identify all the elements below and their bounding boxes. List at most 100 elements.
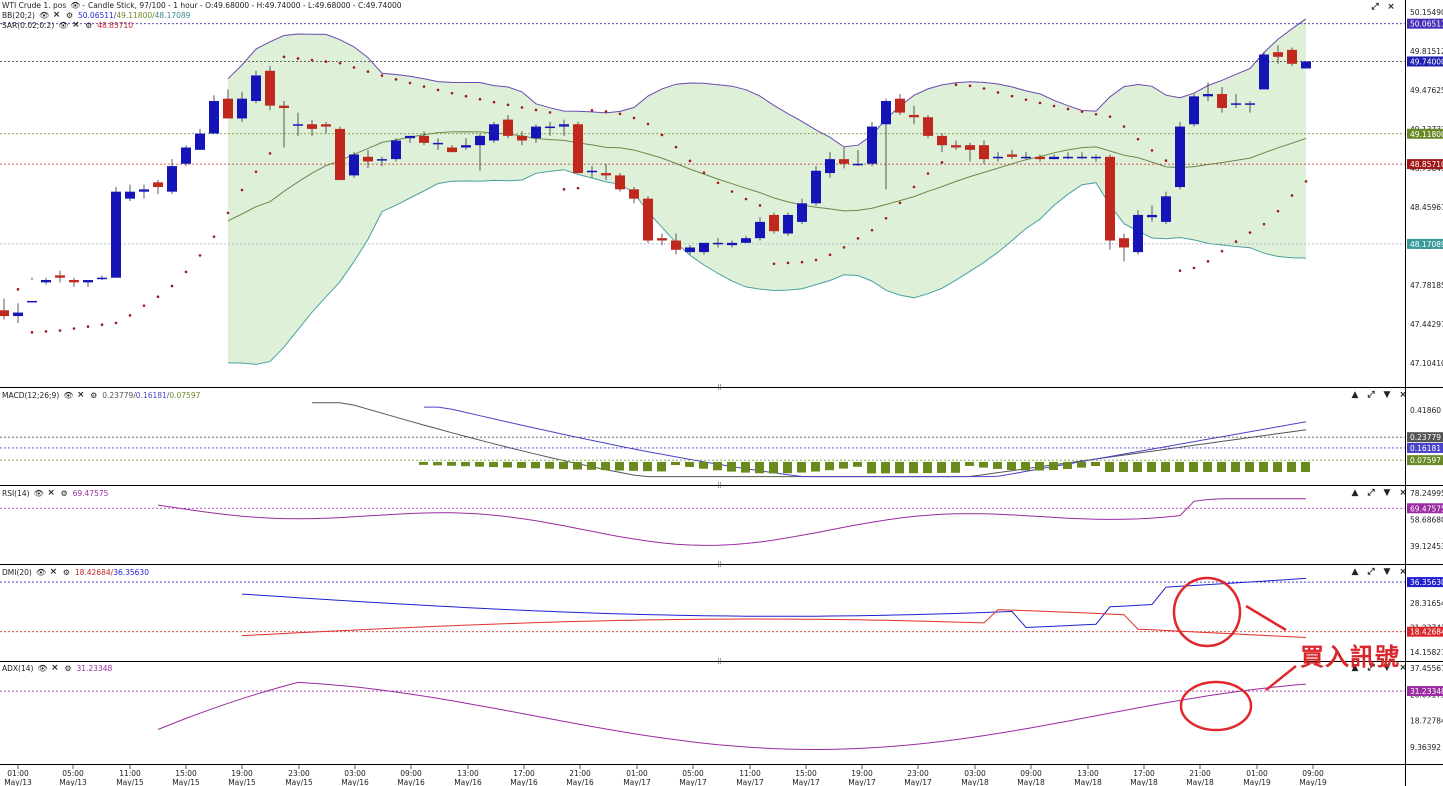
adx-tag-bg (1407, 686, 1443, 697)
sar-dot (534, 108, 538, 112)
eye-icon[interactable]: 👁 (33, 489, 44, 498)
eye-icon[interactable]: 👁 (35, 568, 47, 577)
move-up-icon[interactable]: ▲ (1351, 488, 1359, 498)
close-icon[interactable]: × (51, 663, 59, 673)
sar-dot (114, 321, 118, 325)
gear-icon[interactable]: ⚙ (60, 489, 68, 498)
expand-icon[interactable]: ⤢ (1367, 488, 1375, 498)
price-panel[interactable] (0, 18, 1405, 365)
sar-dot (1248, 231, 1252, 234)
price-axis: 50.1549049.8151249.4762549.1373748.79849… (1407, 8, 1443, 752)
candle-body (1161, 196, 1171, 222)
candle-body (1189, 96, 1199, 125)
macd-tag: 0.07597 (1410, 456, 1441, 465)
candle-body (405, 135, 415, 139)
date-label: May/13 (4, 778, 32, 786)
sar-dot (226, 211, 230, 215)
eye-icon[interactable]: 👁 (37, 664, 48, 673)
macd-histogram-bar (475, 461, 484, 467)
gear-icon[interactable]: ⚙ (64, 664, 72, 673)
panel-splitter-handle[interactable]: ⠿ (717, 384, 722, 392)
sar-dot (450, 91, 454, 95)
sar-label: SAR(0.02;0.2) (2, 21, 55, 30)
macd-histogram-bar (461, 461, 470, 467)
candle-body (251, 75, 261, 101)
candle-body (1175, 126, 1185, 188)
eye-icon[interactable]: 👁 (70, 1, 81, 10)
sar-dot (352, 66, 356, 69)
gear-icon[interactable]: ⚙ (65, 11, 74, 20)
expand-icon[interactable]: ⤢ (1371, 2, 1379, 12)
macd-histogram-bar (881, 461, 890, 474)
close-icon[interactable]: × (52, 10, 61, 20)
move-up-icon[interactable]: ▲ (1351, 663, 1359, 673)
candle-body (363, 156, 373, 162)
close-icon[interactable]: × (1399, 567, 1407, 577)
bb-lower-value: 48.17089 (154, 11, 191, 20)
move-up-icon[interactable]: ▲ (1351, 567, 1359, 577)
sar-dot (828, 253, 832, 257)
macd-histogram-bar (1007, 461, 1016, 470)
sar-dot (800, 260, 804, 264)
macd-histogram-bar (433, 461, 442, 466)
candle-body (601, 173, 611, 176)
sar-dot (1080, 110, 1084, 113)
sar-dot (338, 61, 342, 65)
panel-splitter-handle[interactable]: ⠿ (717, 482, 722, 490)
eye-icon[interactable]: 👁 (58, 21, 69, 30)
close-icon[interactable]: × (1399, 663, 1407, 673)
expand-icon[interactable]: ⤢ (1367, 567, 1375, 577)
eye-icon[interactable]: 👁 (63, 391, 74, 400)
close-icon[interactable]: × (1399, 488, 1407, 498)
close-icon[interactable]: × (47, 488, 55, 498)
adx-panel[interactable] (0, 681, 1405, 751)
date-label: May/16 (397, 778, 425, 786)
candle-body (69, 280, 79, 283)
rsi-tick-label: 39.12453 (1410, 542, 1443, 551)
sar-dot (492, 100, 496, 104)
move-down-icon[interactable]: ▼ (1383, 567, 1391, 577)
panel-splitter-handle[interactable]: ⠿ (717, 561, 722, 569)
time-label: 23:00 (288, 769, 310, 778)
dmi-panel[interactable] (0, 577, 1405, 638)
move-down-icon[interactable]: ▼ (1383, 390, 1391, 400)
expand-icon[interactable]: ⤢ (1367, 663, 1375, 673)
close-icon[interactable]: × (1399, 390, 1407, 400)
rsi-panel[interactable] (0, 498, 1405, 546)
macd-panel[interactable] (0, 402, 1405, 478)
gear-icon[interactable]: ⚙ (85, 21, 93, 30)
adx-turn-circle (1179, 680, 1253, 732)
macd-histogram-bar (531, 461, 540, 469)
buy-signal-annotation (1172, 576, 1297, 732)
gear-icon[interactable]: ⚙ (62, 568, 70, 577)
macd-histogram-bar (1133, 461, 1142, 472)
candle-body (951, 145, 961, 148)
move-up-icon[interactable]: ▲ (1351, 390, 1359, 400)
bb-mid-value: 49.11800/ (116, 11, 155, 20)
date-label: May/17 (904, 778, 932, 786)
price-tick-label: 50.15490 (1410, 8, 1443, 17)
panel-splitter-handle[interactable]: ⠿ (717, 658, 722, 666)
close-icon[interactable]: × (1387, 2, 1395, 12)
expand-icon[interactable]: ⤢ (1367, 390, 1375, 400)
macd-histogram-bar (1245, 461, 1254, 472)
close-icon[interactable]: × (76, 390, 85, 400)
date-label: May/16 (341, 778, 369, 786)
sar-dot (408, 81, 412, 85)
time-label: 17:00 (1133, 769, 1155, 778)
sar-dot (982, 87, 986, 90)
close-icon[interactable]: × (49, 567, 58, 577)
close-icon[interactable]: × (71, 20, 80, 30)
move-down-icon[interactable]: ▼ (1383, 488, 1391, 498)
candle-body (909, 114, 919, 118)
candle-body (1245, 103, 1255, 105)
sar-dot (632, 116, 636, 120)
eye-icon[interactable]: 👁 (39, 11, 50, 20)
gear-icon[interactable]: ⚙ (90, 391, 98, 400)
sar-dot (240, 188, 244, 192)
move-down-icon[interactable]: ▼ (1383, 663, 1391, 673)
candle-body (1147, 214, 1157, 218)
instrument-name: WTI Crude 1. pos (2, 1, 67, 10)
price-tick-label: 49.81512 (1410, 47, 1443, 56)
